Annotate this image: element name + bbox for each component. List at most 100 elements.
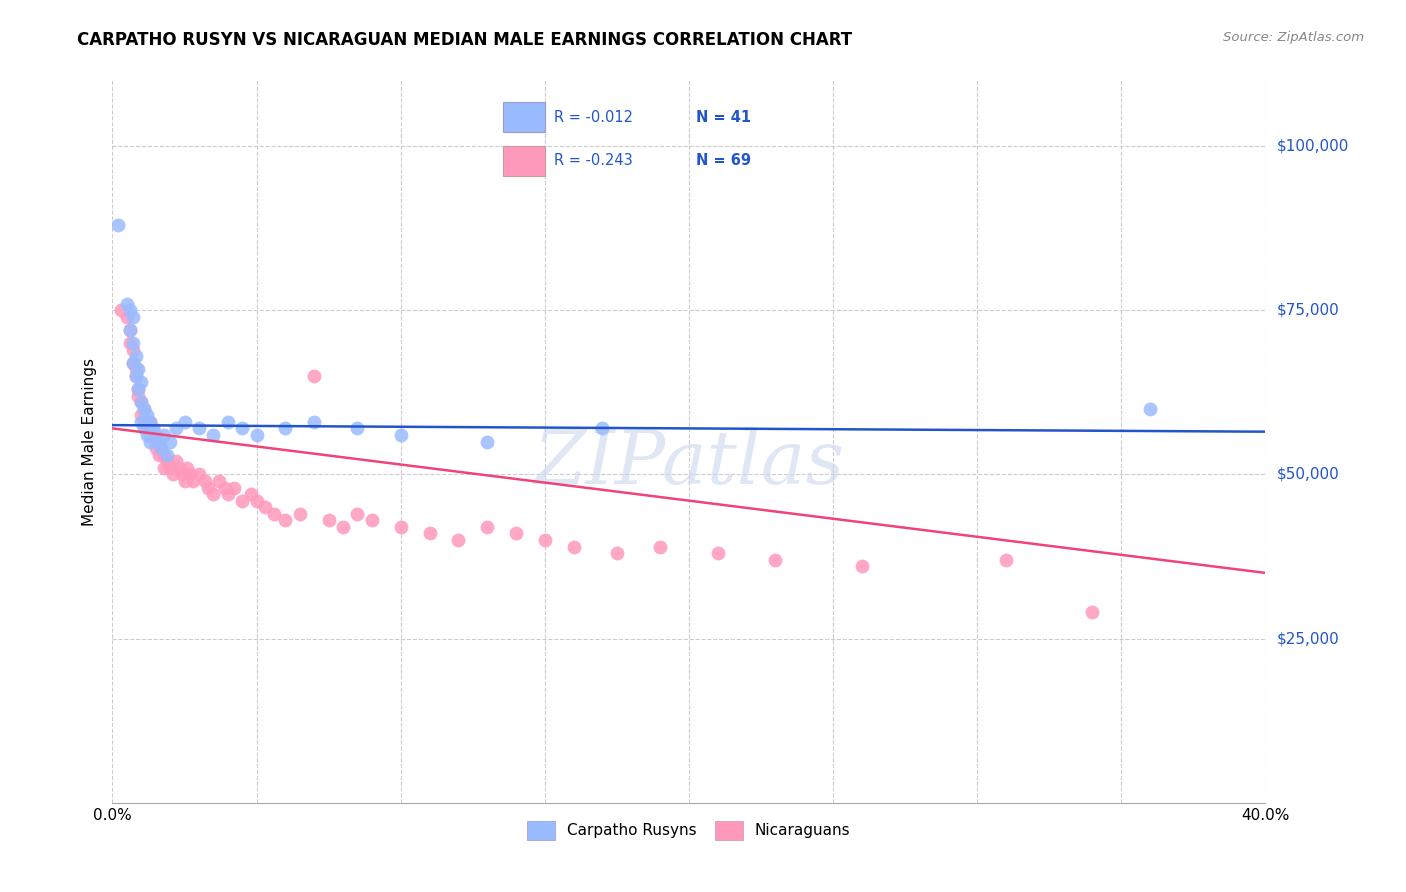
Point [129, 376, 153, 390]
Point [346, 507, 368, 521]
Point [153, 428, 176, 442]
Point [156, 454, 179, 468]
Point [208, 474, 231, 488]
Point [318, 513, 340, 527]
Point [148, 434, 170, 449]
Point [159, 434, 181, 449]
Point [167, 460, 190, 475]
Point [121, 356, 143, 370]
Point [188, 467, 211, 482]
Point [304, 415, 326, 429]
Point [1081, 605, 1104, 619]
Point [851, 559, 873, 574]
Point [145, 428, 167, 442]
Point [145, 434, 167, 449]
Point [142, 421, 165, 435]
Point [134, 415, 156, 429]
Point [139, 434, 162, 449]
Point [217, 415, 239, 429]
Point [194, 474, 217, 488]
Point [222, 481, 245, 495]
Point [148, 434, 170, 449]
Point [107, 218, 129, 232]
Point [110, 303, 132, 318]
Point [121, 343, 143, 357]
Point [124, 368, 146, 383]
Point [246, 493, 269, 508]
Point [447, 533, 470, 547]
Point [173, 474, 195, 488]
Point [419, 526, 441, 541]
Point [650, 540, 672, 554]
Point [263, 507, 285, 521]
Point [156, 448, 179, 462]
Point [115, 310, 138, 324]
Point [217, 487, 239, 501]
Point [159, 460, 181, 475]
Point [139, 415, 162, 429]
Point [534, 533, 557, 547]
Point [562, 540, 585, 554]
Point [153, 448, 176, 462]
Point [475, 434, 499, 449]
Point [707, 546, 730, 560]
Point [214, 481, 236, 495]
Text: Source: ZipAtlas.com: Source: ZipAtlas.com [1223, 31, 1364, 45]
Point [274, 513, 297, 527]
Point [246, 428, 269, 442]
Point [127, 362, 149, 376]
Point [239, 487, 262, 501]
Point [389, 428, 412, 442]
Point [129, 415, 153, 429]
Legend: Carpatho Rusyns, Nicaraguans: Carpatho Rusyns, Nicaraguans [522, 815, 856, 846]
Point [148, 448, 170, 462]
Point [170, 467, 193, 482]
Point [176, 460, 198, 475]
Point [304, 368, 326, 383]
Point [188, 421, 211, 435]
Point [162, 467, 184, 482]
Point [346, 421, 368, 435]
Point [179, 467, 201, 482]
Point [136, 428, 159, 442]
Point [165, 421, 187, 435]
Text: $50,000: $50,000 [1277, 467, 1340, 482]
Point [202, 428, 225, 442]
Point [129, 395, 153, 409]
Point [231, 421, 253, 435]
Point [332, 520, 354, 534]
Point [505, 526, 527, 541]
Point [165, 454, 187, 468]
Text: ZIPatlas: ZIPatlas [533, 427, 845, 500]
Point [181, 474, 204, 488]
Point [115, 296, 138, 310]
Point [127, 382, 149, 396]
Point [274, 421, 297, 435]
Point [129, 409, 153, 423]
Point [121, 356, 143, 370]
Point [150, 441, 173, 455]
Point [121, 336, 143, 351]
Point [129, 395, 153, 409]
Point [134, 401, 156, 416]
Point [475, 520, 499, 534]
Point [606, 546, 628, 560]
Point [139, 428, 162, 442]
Point [231, 493, 253, 508]
Point [121, 310, 143, 324]
Point [592, 421, 614, 435]
Point [389, 520, 412, 534]
Text: CARPATHO RUSYN VS NICARAGUAN MEDIAN MALE EARNINGS CORRELATION CHART: CARPATHO RUSYN VS NICARAGUAN MEDIAN MALE… [77, 31, 852, 49]
Point [118, 323, 141, 337]
Point [202, 487, 225, 501]
Point [765, 553, 787, 567]
Point [118, 336, 141, 351]
Point [124, 349, 146, 363]
Point [136, 421, 159, 435]
Point [118, 323, 141, 337]
Point [288, 507, 311, 521]
Point [134, 421, 156, 435]
Point [124, 362, 146, 376]
Point [142, 421, 165, 435]
Point [173, 415, 195, 429]
